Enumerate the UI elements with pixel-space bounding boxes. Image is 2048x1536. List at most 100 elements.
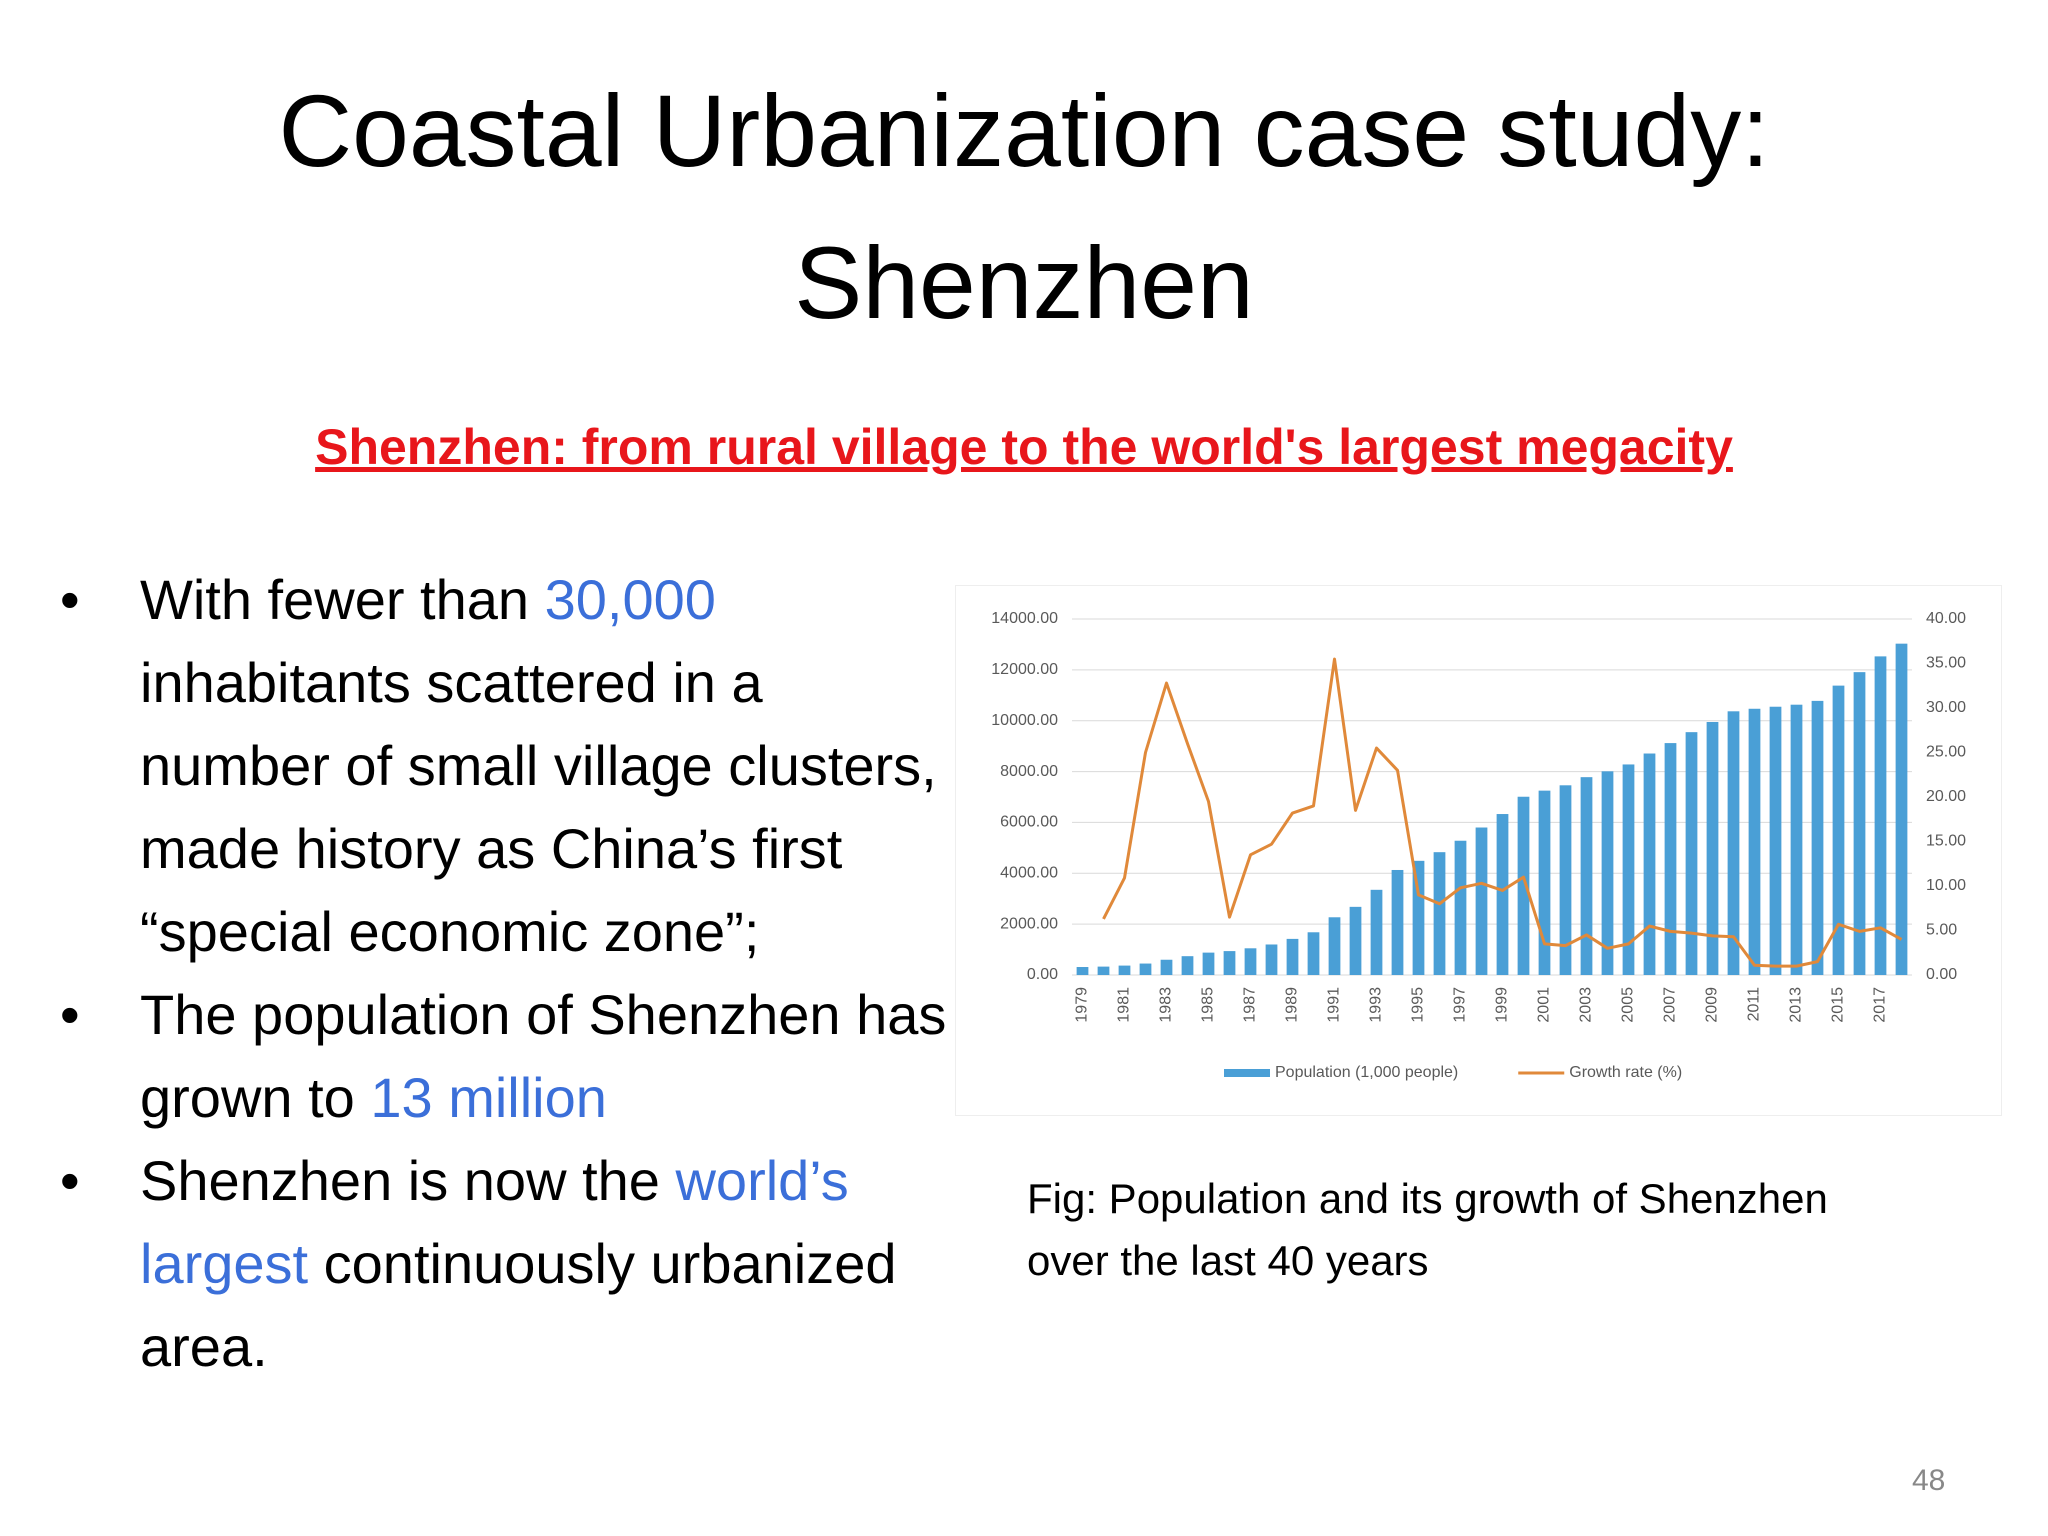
- bar: [1328, 917, 1341, 975]
- x-tick-label: 2005: [1620, 987, 1637, 1023]
- legend-label: Growth rate (%): [1569, 1064, 1682, 1081]
- y2-tick-label: 25.00: [1926, 744, 1966, 761]
- y-tick-label: 6000.00: [1000, 814, 1058, 831]
- x-tick-label: 1995: [1410, 987, 1427, 1023]
- y-tick-label: 2000.00: [1000, 915, 1058, 932]
- y-tick-label: 10000.00: [991, 712, 1058, 729]
- y-tick-label: 0.00: [1027, 966, 1058, 983]
- bar: [1076, 967, 1089, 975]
- bullet: • With fewer than 30,000 inhabitants scat…: [60, 558, 960, 973]
- x-tick-label: 2007: [1662, 987, 1679, 1023]
- bullet-text: The population of Shenzhen has grown to: [140, 983, 947, 1129]
- bar: [1223, 951, 1236, 975]
- y-tick-label: 14000.00: [991, 610, 1058, 627]
- bar: [1727, 711, 1740, 975]
- bullet-dot: •: [60, 568, 80, 631]
- bullet-list: • With fewer than 30,000 inhabitants scat…: [60, 558, 960, 1388]
- bullet-text: inhabitants scattered in a number of sma…: [140, 651, 937, 963]
- title-line: Shenzhen: [794, 226, 1254, 340]
- y2-tick-label: 0.00: [1926, 966, 1957, 983]
- subtitle: Shenzhen: from rural village to the worl…: [315, 419, 1733, 475]
- x-tick-label: 2001: [1536, 987, 1553, 1023]
- x-tick-label: 1979: [1074, 987, 1091, 1023]
- bar: [1160, 959, 1173, 975]
- y-tick-label: 4000.00: [1000, 865, 1058, 882]
- x-tick-label: 1993: [1368, 987, 1385, 1023]
- bar: [1391, 869, 1404, 975]
- bar: [1517, 796, 1530, 975]
- y2-tick-label: 10.00: [1926, 877, 1966, 894]
- highlight-text: 13 million: [370, 1066, 607, 1129]
- bar: [1664, 743, 1677, 975]
- page-number: 48: [1912, 1464, 1946, 1497]
- y-tick-label: 8000.00: [1000, 763, 1058, 780]
- x-tick-label: 1983: [1158, 987, 1175, 1023]
- bar: [1349, 906, 1362, 975]
- bar: [1496, 814, 1509, 975]
- bar: [1874, 656, 1887, 975]
- x-tick-label: 2013: [1788, 987, 1805, 1023]
- bar: [1097, 966, 1110, 975]
- bar: [1559, 785, 1572, 975]
- slide-title: Coastal Urbanization case study: Shenzhe…: [0, 55, 2048, 359]
- bar: [1538, 790, 1551, 975]
- y2-tick-label: 5.00: [1926, 922, 1957, 939]
- x-tick-label: 2017: [1872, 987, 1889, 1023]
- bar: [1832, 685, 1845, 975]
- x-tick-label: 1999: [1494, 987, 1511, 1023]
- bar: [1580, 777, 1593, 975]
- legend-swatch: [1224, 1069, 1270, 1077]
- bar: [1790, 704, 1803, 975]
- bar: [1748, 708, 1761, 975]
- bar: [1454, 840, 1467, 975]
- highlight-text: 30,000: [544, 568, 716, 631]
- bar: [1622, 764, 1635, 975]
- figure-caption: Fig: Population and its growth of Shenzh…: [1027, 1168, 1828, 1292]
- y2-tick-label: 30.00: [1926, 699, 1966, 716]
- bullet-text: continuously urbanized area.: [140, 1232, 897, 1378]
- bar: [1412, 860, 1425, 975]
- bar: [1370, 889, 1383, 975]
- x-tick-label: 1981: [1116, 987, 1133, 1023]
- bar: [1895, 643, 1908, 975]
- bar: [1643, 753, 1656, 975]
- bar: [1433, 852, 1446, 975]
- chart: 0.00 2000.00 4000.00 6000.00 8000.00 10000.00…: [955, 585, 2002, 1116]
- bullet: • The population of Shenzhen has grown to…: [60, 973, 960, 1139]
- title-line: Coastal Urbanization case study:: [278, 74, 1770, 188]
- caption-line: Fig: Population and its growth of Shenzh…: [1027, 1175, 1828, 1222]
- y2-tick-label: 40.00: [1926, 610, 1966, 627]
- bar: [1181, 956, 1194, 975]
- bar: [1811, 700, 1824, 975]
- bullet-text: Shenzhen is now the: [140, 1149, 676, 1212]
- bullet-dot: •: [60, 1149, 80, 1212]
- bar: [1286, 938, 1299, 975]
- x-tick-label: 1985: [1200, 987, 1217, 1023]
- bullet-text: With fewer than: [140, 568, 545, 631]
- bar: [1706, 721, 1719, 975]
- bar: [1475, 827, 1488, 975]
- bar: [1601, 771, 1614, 975]
- bullet-dot: •: [60, 983, 80, 1046]
- x-tick-label: 2009: [1704, 987, 1721, 1023]
- x-tick-label: 1997: [1452, 987, 1469, 1023]
- y-tick-label: 12000.00: [991, 661, 1058, 678]
- bar: [1265, 944, 1278, 975]
- x-tick-label: 1989: [1284, 987, 1301, 1023]
- bar: [1244, 948, 1257, 975]
- bar: [1139, 963, 1152, 975]
- x-tick-label: 1991: [1326, 987, 1343, 1023]
- y2-tick-label: 20.00: [1926, 788, 1966, 805]
- legend-label: Population (1,000 people): [1275, 1064, 1458, 1081]
- bar: [1118, 965, 1131, 975]
- bar: [1202, 952, 1215, 975]
- y2-tick-label: 35.00: [1926, 655, 1966, 672]
- bullet: • Shenzhen is now the world’s largest con…: [60, 1139, 960, 1388]
- x-tick-label: 2003: [1578, 987, 1595, 1023]
- caption-line: over the last 40 years: [1027, 1237, 1429, 1284]
- x-tick-label: 2011: [1746, 987, 1763, 1022]
- bar: [1769, 706, 1782, 975]
- y2-tick-label: 15.00: [1926, 833, 1966, 850]
- x-tick-label: 2015: [1830, 987, 1847, 1023]
